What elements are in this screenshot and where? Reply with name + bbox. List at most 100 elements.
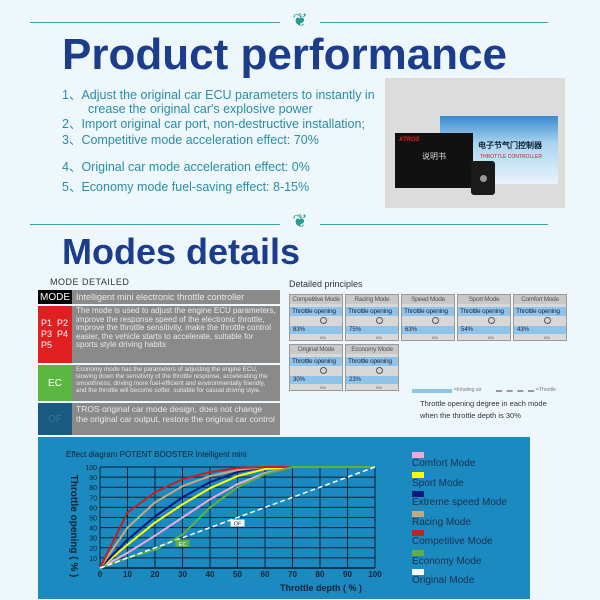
manual-title: 说明书 <box>422 152 446 161</box>
mode-card: Racing Mode Throttle opening 75% 0% <box>345 294 399 341</box>
air-legend: =Inhaling air <box>454 387 482 393</box>
chart-title: Effect diagram POTENT BOOSTER Intelligen… <box>66 450 247 459</box>
legend-label: Economy Mode <box>412 555 482 567</box>
x-tick-label: 80 <box>316 570 325 579</box>
page-title: Product performance <box>62 30 507 79</box>
series-line-original-mode <box>99 466 376 569</box>
mode-card: Original Mode Throttle opening 30% 0% <box>289 344 343 391</box>
legend-item: Comfort Mode <box>412 452 475 469</box>
bullet: 1、Adjust the original car ECU parameters… <box>62 88 375 102</box>
mode-card: Economy Mode Throttle opening 23% 0% <box>345 344 399 391</box>
card-percent: 83% <box>290 326 342 334</box>
annotation-label: EC <box>179 542 187 548</box>
gauge-icon <box>320 317 327 324</box>
legend-swatch <box>412 549 424 556</box>
gauge-icon <box>376 367 383 374</box>
legend-swatch <box>412 471 424 478</box>
card-percent: 75% <box>346 326 398 334</box>
box-text: 电子节气门控制器 <box>478 141 542 150</box>
legend-swatch <box>412 569 424 575</box>
mode-row: P1 P2 P3 P4 P5 The mode is used to adjust… <box>38 306 280 363</box>
x-tick-label: 100 <box>368 570 382 579</box>
y-tick-label: 20 <box>89 546 97 553</box>
mode-card: Competitive Mode Throttle opening 83% 0% <box>289 294 343 341</box>
principles-note: Throttle opening degree in each mode <box>420 399 547 408</box>
legend-label: Extreme speed Mode <box>412 497 508 508</box>
card-title: Original Mode <box>290 345 342 354</box>
y-tick-label: 60 <box>89 505 97 512</box>
bullet: 4、Original car mode acceleration effect:… <box>62 160 310 174</box>
x-tick-label: 90 <box>343 570 352 579</box>
card-percent: 30% <box>290 376 342 384</box>
principles-heading: Detailed principles <box>289 279 363 289</box>
annotation-box <box>175 539 190 547</box>
mode-card: Sport Mode Throttle opening 54% 0% <box>457 294 511 341</box>
legend-swatch <box>412 452 424 458</box>
card-label: Throttle opening <box>458 307 510 316</box>
bullet: 2、Import original car port, non-destruct… <box>62 117 365 131</box>
legend-label: Sport Mode <box>412 477 464 489</box>
mode-key: MODE <box>38 290 72 304</box>
mode-desc: The mode is used to adjust the engine EC… <box>76 306 276 349</box>
card-label: Throttle opening <box>290 307 342 316</box>
x-tick-label: 60 <box>261 570 270 579</box>
ornament-icon: ❦ <box>280 10 320 31</box>
card-percent: 23% <box>346 376 398 384</box>
bullet: 3、Competitive mode acceleration effect: … <box>62 133 319 147</box>
gauge-icon <box>376 317 383 324</box>
throttle-legend-swatch <box>496 390 534 392</box>
card-title: Racing Mode <box>346 295 398 304</box>
mode-key: EC <box>38 365 72 401</box>
card-label: Throttle opening <box>290 357 342 366</box>
series-line-economy-mode <box>99 466 375 569</box>
mode-desc: Economy mode has the parameters of adjus… <box>76 366 268 394</box>
brand-logo: XTROS <box>399 137 420 143</box>
legend-label: Comfort Mode <box>412 458 476 469</box>
mode-row: MODE Intelligent mini electronic throttle… <box>38 290 280 304</box>
legend-label: Original Mode <box>412 575 475 586</box>
x-tick-label: 70 <box>288 570 297 579</box>
card-depth: 0% <box>432 335 438 340</box>
card-percent: 43% <box>514 326 566 334</box>
card-label: Throttle opening <box>346 307 398 316</box>
legend-label: Racing Mode <box>412 516 471 528</box>
principles-note: when the throttle depth is 30% <box>420 411 521 420</box>
x-tick-label: 40 <box>206 570 215 579</box>
mode-row: EC Economy mode has the parameters of adj… <box>38 365 280 401</box>
product-image: 电子节气门控制器 THROTTLE CONTROLLER XTROS 说明书 <box>385 78 565 208</box>
x-tick-label: 0 <box>98 570 103 579</box>
gauge-icon <box>432 317 439 324</box>
card-label: Throttle opening <box>514 307 566 316</box>
x-axis-label: Throttle depth ( % ) <box>280 583 362 593</box>
card-depth: 0% <box>320 385 326 390</box>
legend-swatch <box>412 530 424 536</box>
y-tick-label: 70 <box>89 495 97 502</box>
card-title: Comfort Mode <box>514 295 566 304</box>
y-tick-label: 10 <box>89 556 97 563</box>
card-label: Throttle opening <box>346 357 398 366</box>
card-percent: 63% <box>402 326 454 334</box>
controller-device <box>471 161 495 195</box>
section-title: Modes details <box>62 231 301 272</box>
mode-row: OF TROS original car mode design, does no… <box>38 403 280 435</box>
mode-card: Comfort Mode Throttle opening 43% 0% <box>513 294 567 341</box>
y-tick-label: 80 <box>89 485 97 492</box>
legend-label: Competitive Mode <box>412 536 493 547</box>
card-depth: 0% <box>320 335 326 340</box>
card-title: Competitive Mode <box>290 295 342 304</box>
manual: XTROS 说明书 <box>395 133 473 188</box>
x-tick-label: 30 <box>178 570 187 579</box>
y-tick-label: 90 <box>89 475 97 482</box>
mode-heading: MODE DETAILED <box>50 277 130 287</box>
legend-swatch <box>412 491 424 497</box>
bullet: 5、Economy mode fuel-saving effect: 8-15% <box>62 180 310 194</box>
legend-item: Extreme speed Mode <box>412 491 507 508</box>
annotation-box <box>230 519 245 527</box>
mode-key: P1 P2 P3 P4 P5 <box>38 306 72 363</box>
legend-item: Original Mode <box>412 569 474 586</box>
gauge-icon <box>544 317 551 324</box>
legend-item: Competitive Mode <box>412 530 493 547</box>
y-tick-label: 100 <box>85 465 97 472</box>
annotation-label: OF <box>234 522 242 528</box>
legend-item: Sport Mode <box>412 471 464 489</box>
